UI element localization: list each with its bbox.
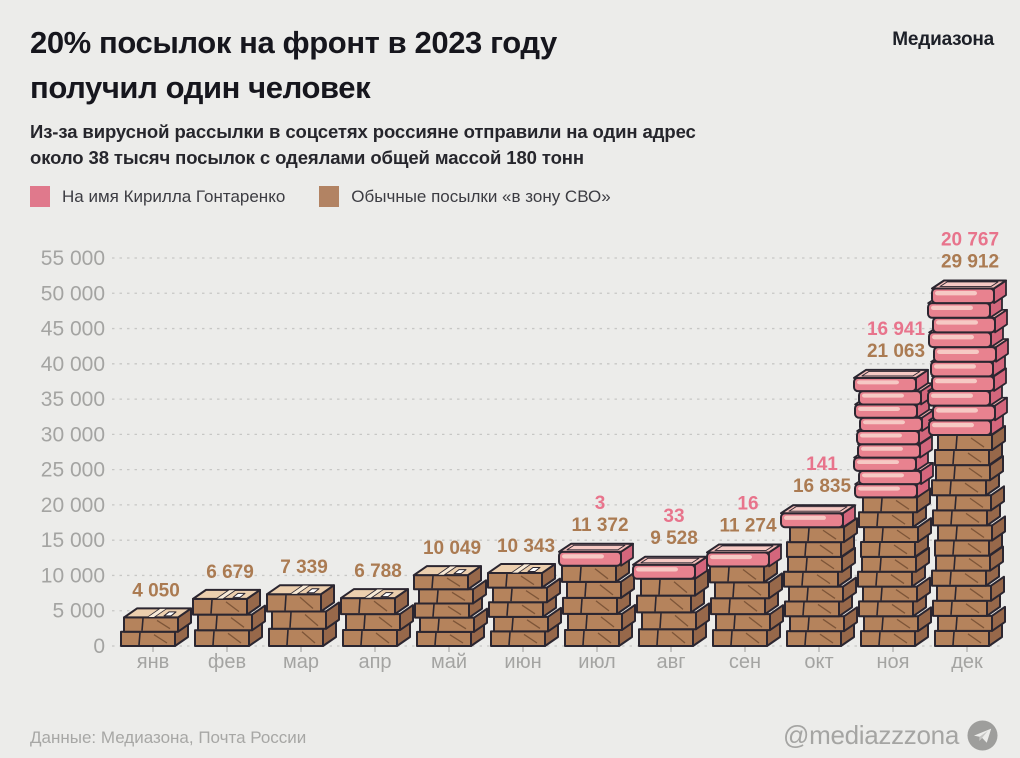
- svg-text:55 000: 55 000: [41, 247, 105, 270]
- legend-item-gontarenko: На имя Кирилла Гонтаренко: [30, 186, 285, 207]
- svg-text:фев: фев: [208, 651, 246, 673]
- svg-text:20 767: 20 767: [941, 229, 999, 250]
- svg-text:7 339: 7 339: [280, 557, 328, 578]
- svg-text:35 000: 35 000: [41, 388, 105, 411]
- bars: [120, 279, 1009, 648]
- svg-text:21 063: 21 063: [867, 341, 925, 362]
- svg-text:июн: июн: [504, 651, 541, 673]
- svg-text:16 941: 16 941: [867, 319, 926, 340]
- svg-text:9 528: 9 528: [650, 528, 698, 549]
- telegram-icon: [967, 720, 998, 751]
- bar-column-11: [853, 368, 935, 647]
- subtitle: Из-за вирусной рассылки в соцсетях росси…: [30, 119, 696, 171]
- svg-text:апр: апр: [358, 651, 391, 673]
- x-axis-labels: янв фев мар апр май июн июл авг сен окт ноя дек: [137, 647, 983, 673]
- bar-column-12: [927, 279, 1009, 647]
- svg-text:15 000: 15 000: [41, 529, 105, 552]
- svg-text:10 000: 10 000: [41, 564, 105, 587]
- title-line-2: получил один человек: [30, 70, 371, 105]
- svg-text:30 000: 30 000: [41, 423, 105, 446]
- bar-column-4: [340, 588, 414, 647]
- svg-text:май: май: [431, 651, 467, 673]
- subtitle-line-1: Из-за вирусной рассылки в соцсетях росси…: [30, 121, 696, 142]
- title-line-1: 20% посылок на фронт в 2023 году: [30, 25, 557, 60]
- legend-label-gontarenko: На имя Кирилла Гонтаренко: [62, 186, 286, 206]
- svg-text:3: 3: [595, 493, 606, 514]
- svg-text:33: 33: [663, 506, 684, 527]
- svg-text:0: 0: [93, 635, 105, 658]
- bar-column-8: [632, 555, 710, 647]
- bar-column-10: [780, 504, 858, 648]
- svg-text:4 050: 4 050: [132, 580, 180, 601]
- svg-text:10 049: 10 049: [423, 538, 481, 559]
- svg-text:141: 141: [806, 454, 838, 475]
- svg-text:июл: июл: [578, 651, 615, 673]
- brand-logo: Медиазона: [892, 29, 994, 50]
- svg-text:мар: мар: [283, 651, 319, 673]
- svg-text:20 000: 20 000: [41, 494, 105, 517]
- chart-legend: На имя Кирилла Гонтаренко Обычные посылк…: [30, 186, 611, 207]
- svg-text:11 274: 11 274: [719, 515, 776, 536]
- svg-text:45 000: 45 000: [41, 318, 105, 341]
- bar-column-9: [706, 543, 784, 647]
- svg-text:29 912: 29 912: [941, 251, 999, 272]
- svg-text:16: 16: [737, 493, 758, 514]
- svg-text:5 000: 5 000: [52, 600, 105, 623]
- bar-column-7: [558, 542, 636, 647]
- telegram-handle: @mediazzzona: [783, 720, 959, 750]
- legend-item-regular: Обычные посылки «в зону СВО»: [319, 186, 611, 207]
- legend-swatch-pink: [30, 186, 50, 207]
- svg-text:25 000: 25 000: [41, 459, 105, 482]
- svg-text:10 343: 10 343: [497, 536, 555, 557]
- svg-text:6 679: 6 679: [206, 562, 254, 583]
- page-title: 20% посылок на фронт в 2023 году получил…: [30, 20, 557, 110]
- svg-text:дек: дек: [951, 651, 983, 673]
- y-axis-labels: 0 5 000 10 000 15 000 20 000 25 000 30 000 35 0…: [41, 247, 105, 658]
- svg-text:сен: сен: [729, 651, 761, 673]
- svg-text:янв: янв: [137, 651, 170, 673]
- svg-text:ноя: ноя: [877, 651, 910, 673]
- svg-text:16 835: 16 835: [793, 476, 852, 497]
- bar-column-1: [120, 607, 192, 647]
- svg-text:11 372: 11 372: [571, 515, 628, 536]
- svg-text:40 000: 40 000: [41, 353, 105, 376]
- legend-swatch-brown: [319, 186, 340, 207]
- svg-text:50 000: 50 000: [41, 282, 105, 305]
- svg-text:6 788: 6 788: [354, 561, 402, 582]
- bar-column-6: [487, 563, 562, 648]
- data-source: Данные: Медиазона, Почта России: [30, 728, 307, 747]
- legend-label-regular: Обычные посылки «в зону СВО»: [351, 186, 611, 206]
- bar-column-3: [266, 584, 340, 648]
- subtitle-line-2: около 38 тысяч посылок с одеялами общей …: [30, 147, 584, 168]
- bar-column-5: [413, 565, 488, 648]
- social-handle: @mediazzzona: [783, 720, 998, 751]
- bar-column-2: [192, 588, 266, 648]
- svg-text:окт: окт: [804, 651, 833, 673]
- svg-text:авг: авг: [656, 651, 685, 673]
